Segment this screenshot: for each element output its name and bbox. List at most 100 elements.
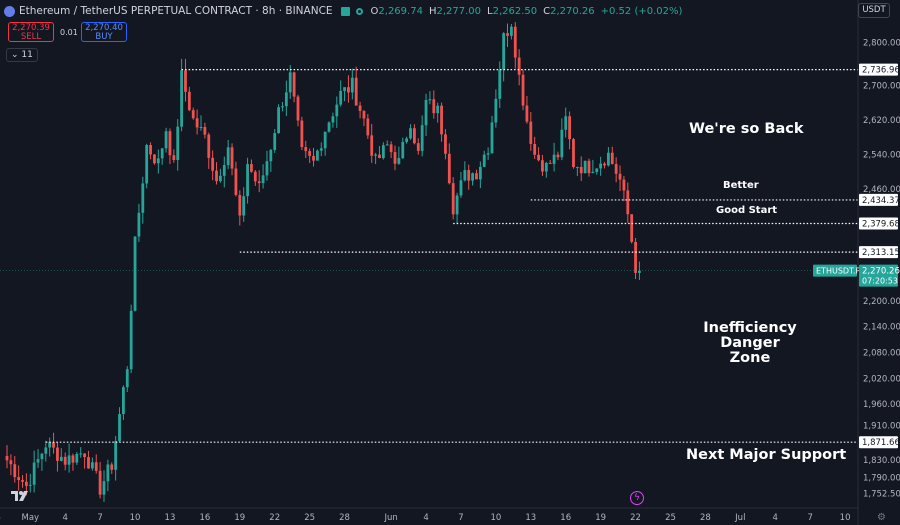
candle-body xyxy=(607,152,610,166)
candle-body xyxy=(587,160,591,174)
candle-body xyxy=(638,270,641,273)
y-tick-label: 2,200.00 xyxy=(863,297,900,307)
candle-body xyxy=(219,175,222,182)
current-price-tag xyxy=(859,264,898,287)
candle-body xyxy=(513,26,517,58)
candle-body xyxy=(79,453,83,455)
chevron-down-icon: ⌄ xyxy=(11,50,19,60)
symbol-title[interactable]: Ethereum / TetherUS PERPETUAL CONTRACT ·… xyxy=(19,5,333,17)
candle-body xyxy=(32,462,36,485)
candle-body xyxy=(575,166,579,168)
y-tick-label: 1,960.00 xyxy=(863,400,900,410)
candle-body xyxy=(347,87,350,93)
y-tick-label: 1,830.00 xyxy=(863,456,900,466)
candle-body xyxy=(191,110,195,119)
tradingview-logo-icon xyxy=(11,491,28,501)
ohlc-high: H2,277.00 xyxy=(428,5,481,17)
candle-body xyxy=(114,441,118,470)
candle-body xyxy=(59,456,63,461)
annotation-good-start: Good Start xyxy=(716,205,778,216)
candle-body xyxy=(459,180,463,196)
candle-body xyxy=(180,70,183,127)
level-price-label: 2,434.37 xyxy=(862,196,900,206)
candle-body xyxy=(475,173,478,180)
candle-body xyxy=(269,149,273,162)
x-tick-label: 19 xyxy=(234,513,245,523)
level-price-tag xyxy=(859,193,898,206)
candle-body xyxy=(36,459,40,463)
candle-body xyxy=(110,464,114,470)
candle-body xyxy=(281,106,284,108)
candle-body xyxy=(409,128,412,139)
candle-body xyxy=(455,195,459,215)
indicators-toggle[interactable]: ⌄ 11 xyxy=(6,48,38,62)
candle-body xyxy=(385,144,389,146)
buy-button[interactable]: 2,270.40 BUY xyxy=(81,22,127,42)
ethereum-logo-icon xyxy=(4,5,15,17)
x-tick-label: 19 xyxy=(595,513,606,523)
spread-value: 0.01 xyxy=(60,28,78,37)
candle-body xyxy=(440,105,443,135)
candle-body xyxy=(339,90,343,105)
candle-body xyxy=(226,147,230,166)
sell-button[interactable]: 2,270.39 SELL xyxy=(8,22,54,42)
candle-body xyxy=(125,369,129,388)
candle-body xyxy=(335,104,339,117)
candle-body xyxy=(366,118,370,136)
ohlc-open: O2,269.74 xyxy=(370,5,423,17)
candle-body xyxy=(94,462,98,471)
gear-icon[interactable]: ⚙ xyxy=(877,512,886,523)
candle-body xyxy=(610,152,614,165)
chart-legend-header: Ethereum / TetherUS PERPETUAL CONTRACT ·… xyxy=(4,3,682,19)
symbol-tag-bg xyxy=(813,264,857,277)
x-tick-label: 25 xyxy=(665,513,676,523)
x-tick-label: 28 xyxy=(0,513,1,523)
annotation-inefficiency-line1: Inefficiency xyxy=(703,320,797,336)
candle-body xyxy=(490,122,494,154)
candle-body xyxy=(234,168,238,195)
candle-body xyxy=(122,387,125,415)
candle-body xyxy=(129,310,133,370)
candle-body xyxy=(13,464,17,478)
y-tick-label: 2,620.00 xyxy=(863,116,900,126)
candle-body xyxy=(257,181,261,184)
x-tick-label: 10 xyxy=(840,513,851,523)
candle-body xyxy=(238,194,242,216)
candle-body xyxy=(548,162,552,164)
candle-body xyxy=(87,457,90,469)
candle-body xyxy=(533,143,537,155)
candle-body xyxy=(630,214,634,242)
level-price-tag xyxy=(859,63,898,76)
x-tick-label: 4 xyxy=(423,513,428,523)
candle-body xyxy=(63,456,67,465)
candle-body xyxy=(467,170,471,181)
candle-body xyxy=(370,135,374,156)
level-price-label: 2,379.68 xyxy=(862,219,900,229)
x-tick-label: 7 xyxy=(807,513,812,523)
sell-price: 2,270.39 xyxy=(12,23,50,33)
buy-price: 2,270.40 xyxy=(85,23,123,33)
candle-body xyxy=(397,158,401,164)
annotation-back: We're so Back xyxy=(689,121,804,137)
candle-body xyxy=(583,160,587,174)
candle-body xyxy=(413,128,416,144)
level-price-tag xyxy=(859,436,898,449)
y-tick-label: 2,020.00 xyxy=(863,374,900,384)
candle-body xyxy=(428,99,432,101)
currency-selector[interactable]: USDT xyxy=(858,3,890,18)
candle-body xyxy=(381,145,385,159)
candle-body xyxy=(401,141,405,159)
candle-body xyxy=(203,127,207,135)
candle-body xyxy=(215,170,218,182)
candle-body xyxy=(102,481,106,495)
lightning-icon[interactable]: ϟ xyxy=(630,491,644,505)
candle-body xyxy=(451,183,455,215)
candle-body xyxy=(98,470,102,495)
status-dot-icon xyxy=(355,7,363,15)
candle-body xyxy=(261,175,265,184)
symbol-tag-label: ETHUSDT.P xyxy=(816,267,861,276)
candle-body xyxy=(343,87,346,91)
candle-body xyxy=(529,121,533,144)
candle-body xyxy=(242,196,246,216)
